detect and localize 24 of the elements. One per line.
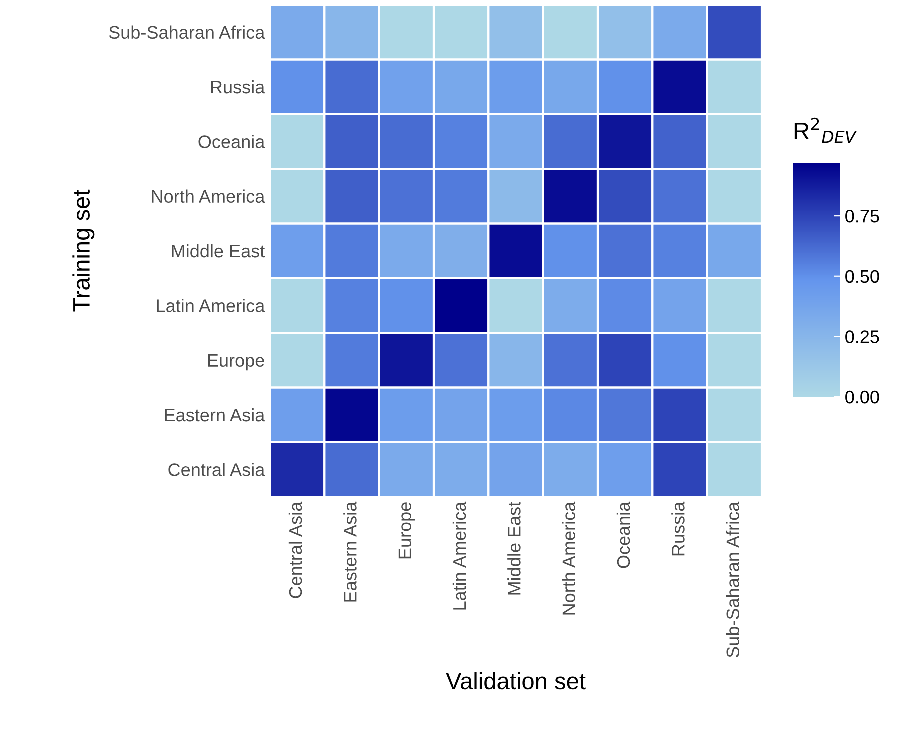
x-tick-label: North America [562,502,576,615]
y-tick-label: Russia [211,80,266,94]
y-tick-label: Eastern Asia [165,408,266,422]
y-tick-label: Central Asia [168,463,266,476]
y-tick-label: Oceania [198,135,266,148]
y-tick-label: North America [152,190,266,204]
x-tick-label: Latin America [452,502,466,610]
x-tick-label: Russia [672,502,685,556]
color-bar-title: R$^{2}$$_{DEV}$ [794,118,858,144]
color-bar-label: 0.00 [846,390,880,404]
x-tick-label: Sub-Saharan Africa [726,502,740,658]
x-tick-label: Middle East [508,502,521,595]
y-tick-label: Europe [208,354,264,371]
y-axis-title: Training set [72,190,95,312]
color-bar-label: 0.25 [846,330,880,344]
x-axis-title: Validation set [446,672,586,690]
x-tick-label: Eastern Asia [344,502,357,602]
y-tick-label: Middle East [172,244,266,258]
y-tick-label: Sub-Saharan Africa [109,26,266,40]
color-bar-label: 0.50 [846,270,880,284]
color-bar-label: 0.75 [846,210,880,223]
x-tick-label: Oceania [616,502,630,568]
y-tick-label: Latin America [157,299,266,312]
x-tick-label: Europe [398,502,416,559]
